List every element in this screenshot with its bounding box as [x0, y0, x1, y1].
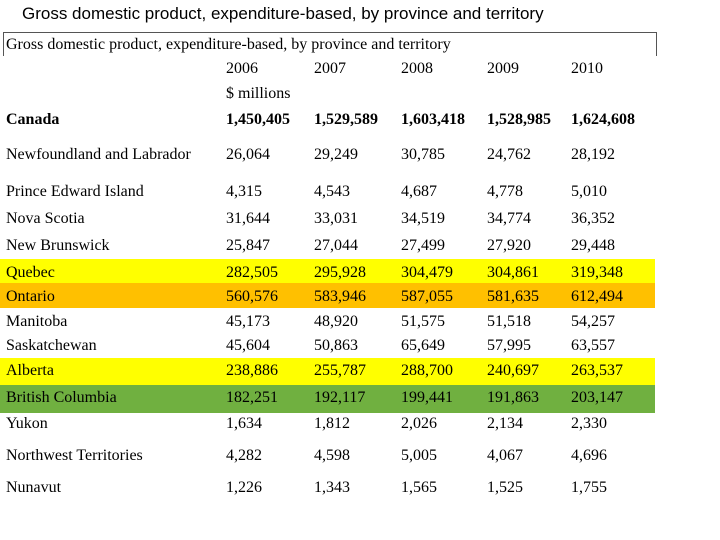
table-cell: 24,762 [487, 146, 531, 163]
row-label: Newfoundland and Labrador [6, 146, 191, 163]
table-title: Gross domestic product, expenditure-base… [6, 36, 451, 53]
table-cell: 1,525 [487, 479, 523, 496]
table-cell: 45,173 [226, 313, 270, 330]
table-cell: 63,557 [571, 337, 615, 354]
table-cell: 29,448 [571, 237, 615, 254]
row-label: Nova Scotia [6, 210, 85, 227]
table-cell: 45,604 [226, 337, 270, 354]
table-cell: 182,251 [226, 389, 278, 406]
row-highlight [0, 259, 655, 284]
table-cell: 199,441 [401, 389, 453, 406]
table-cell: 29,249 [314, 146, 358, 163]
table-cell: 560,576 [226, 288, 278, 305]
table-cell: 295,928 [314, 264, 366, 281]
table-cell: 1,755 [571, 479, 607, 496]
table-cell: 36,352 [571, 210, 615, 227]
slide-title: Gross domestic product, expenditure-base… [22, 4, 544, 23]
row-label: Prince Edward Island [6, 183, 144, 200]
table-cell: 4,598 [314, 447, 350, 464]
table-cell: 304,479 [401, 264, 453, 281]
table-cell: 4,687 [401, 183, 437, 200]
row-label: Ontario [6, 288, 55, 305]
table-cell: 4,696 [571, 447, 607, 464]
table-frame [3, 32, 657, 56]
table-cell: 2,330 [571, 415, 607, 432]
table-cell: 263,537 [571, 362, 623, 379]
table-cell: 48,920 [314, 313, 358, 330]
row-highlight [0, 283, 655, 308]
column-header-year: 2008 [401, 60, 433, 77]
column-header-year: 2006 [226, 60, 258, 77]
table-cell: 34,774 [487, 210, 531, 227]
table-cell: 27,499 [401, 237, 445, 254]
table-cell: 54,257 [571, 313, 615, 330]
row-label: Saskatchewan [6, 337, 97, 354]
table-cell: 581,635 [487, 288, 539, 305]
row-highlight [0, 385, 655, 413]
table-cell: 319,348 [571, 264, 623, 281]
table-cell: 5,005 [401, 447, 437, 464]
table-cell: 31,644 [226, 210, 270, 227]
table-cell: 4,543 [314, 183, 350, 200]
table-cell: 1,226 [226, 479, 262, 496]
row-highlight [0, 358, 655, 385]
table-cell: 1,343 [314, 479, 350, 496]
table-cell: 4,067 [487, 447, 523, 464]
table-cell: 203,147 [571, 389, 623, 406]
table-cell: 33,031 [314, 210, 358, 227]
table-cell: 1,812 [314, 415, 350, 432]
table-cell: 288,700 [401, 362, 453, 379]
table-cell: 2,026 [401, 415, 437, 432]
row-label: New Brunswick [6, 237, 110, 254]
unit-label: $ millions [226, 85, 291, 102]
table-cell: 27,044 [314, 237, 358, 254]
table-cell: 50,863 [314, 337, 358, 354]
table-cell: 4,778 [487, 183, 523, 200]
table-cell: 65,649 [401, 337, 445, 354]
table-cell: 238,886 [226, 362, 278, 379]
row-label: Canada [6, 111, 60, 128]
table-cell: 240,697 [487, 362, 539, 379]
table-cell: 587,055 [401, 288, 453, 305]
table-cell: 1,450,405 [226, 111, 290, 128]
table-cell: 612,494 [571, 288, 623, 305]
row-label: Manitoba [6, 313, 68, 330]
table-cell: 1,565 [401, 479, 437, 496]
column-header-year: 2010 [571, 60, 603, 77]
table-cell: 1,529,589 [314, 111, 378, 128]
table-cell: 51,575 [401, 313, 445, 330]
row-label: Nunavut [6, 479, 62, 496]
table-cell: 5,010 [571, 183, 607, 200]
table-cell: 583,946 [314, 288, 366, 305]
table-cell: 1,603,418 [401, 111, 465, 128]
row-label: Yukon [6, 415, 48, 432]
table-cell: 34,519 [401, 210, 445, 227]
table-cell: 2,134 [487, 415, 523, 432]
table-cell: 57,995 [487, 337, 531, 354]
table-cell: 1,624,608 [571, 111, 635, 128]
table-cell: 255,787 [314, 362, 366, 379]
row-label: Northwest Territories [6, 447, 143, 464]
table-cell: 4,282 [226, 447, 262, 464]
row-label: Alberta [6, 362, 54, 379]
table-cell: 304,861 [487, 264, 539, 281]
table-cell: 51,518 [487, 313, 531, 330]
table-cell: 27,920 [487, 237, 531, 254]
table-cell: 26,064 [226, 146, 270, 163]
table-cell: 1,634 [226, 415, 262, 432]
table-cell: 28,192 [571, 146, 615, 163]
column-header-year: 2009 [487, 60, 519, 77]
row-label: Quebec [6, 264, 55, 281]
table-cell: 191,863 [487, 389, 539, 406]
table-cell: 192,117 [314, 389, 366, 406]
table-cell: 25,847 [226, 237, 270, 254]
table-cell: 1,528,985 [487, 111, 551, 128]
table-cell: 30,785 [401, 146, 445, 163]
table-cell: 282,505 [226, 264, 278, 281]
table-cell: 4,315 [226, 183, 262, 200]
column-header-year: 2007 [314, 60, 346, 77]
row-label: British Columbia [6, 389, 117, 406]
